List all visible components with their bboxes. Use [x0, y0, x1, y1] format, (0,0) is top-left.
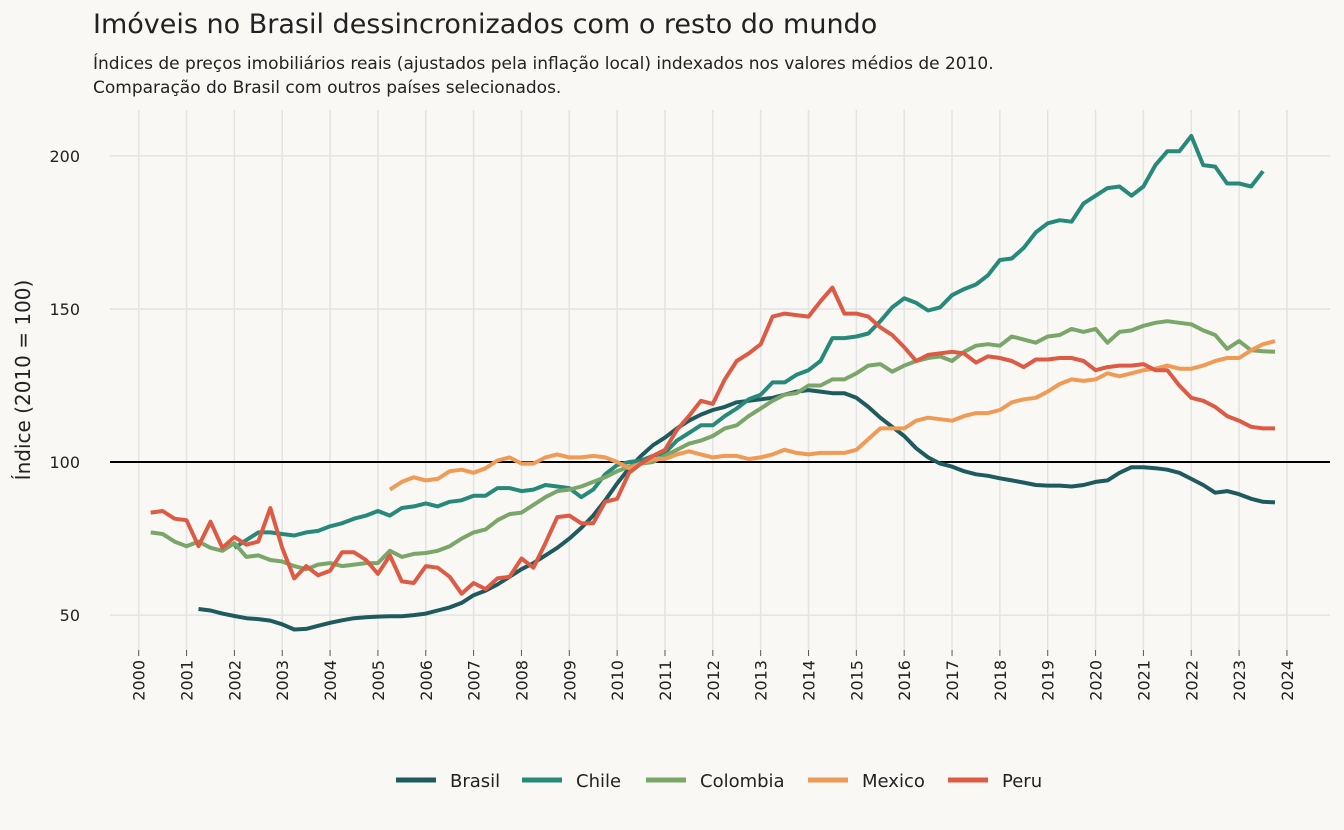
y-tick-label: 50: [60, 606, 80, 625]
x-tick-label: 2005: [369, 660, 388, 701]
legend-label: Chile: [576, 771, 621, 792]
series-line: [233, 134, 1265, 550]
y-tick-label: 100: [49, 453, 80, 472]
series-line: [388, 339, 1276, 492]
y-tick-label: 150: [49, 300, 80, 319]
y-tick-label: 200: [49, 147, 80, 166]
series-line: [150, 319, 1276, 572]
x-tick-label: 2011: [656, 660, 675, 701]
legend-label: Peru: [1002, 771, 1042, 792]
series-line: [198, 388, 1276, 632]
subtitle: Índices de preços imobiliários reais (aj…: [93, 52, 994, 74]
legend-label: Colombia: [700, 771, 785, 792]
legend-label: Mexico: [862, 771, 925, 792]
x-tick-label: 2014: [800, 660, 819, 701]
subtitle: Comparação do Brasil com outros países s…: [93, 78, 561, 98]
x-tick-label: 2000: [130, 660, 149, 701]
x-tick-label: 2001: [178, 660, 197, 701]
x-tick-label: 2009: [560, 660, 579, 701]
x-tick-label: 2015: [847, 660, 866, 701]
x-tick-label: 2018: [991, 660, 1010, 701]
x-tick-label: 2022: [1182, 660, 1201, 701]
legend-label: Brasil: [450, 771, 500, 792]
x-tick-label: 2020: [1087, 660, 1106, 701]
x-tick-label: 2016: [895, 660, 914, 701]
y-axis-title: Índice (2010 = 100): [11, 280, 35, 481]
x-tick-label: 2003: [273, 660, 292, 701]
x-tick-label: 2012: [704, 660, 723, 701]
x-tick-label: 2017: [943, 660, 962, 701]
x-tick-label: 2006: [417, 660, 436, 701]
x-tick-label: 2023: [1230, 660, 1249, 701]
x-tick-label: 2008: [512, 660, 531, 701]
x-tick-label: 2021: [1134, 660, 1153, 701]
x-tick-label: 2010: [608, 660, 627, 701]
x-tick-label: 2013: [752, 660, 771, 701]
x-tick-label: 2019: [1039, 660, 1058, 701]
chart-title: Imóveis no Brasil dessincronizados com o…: [93, 9, 877, 40]
x-tick-label: 2007: [465, 660, 484, 701]
series-line: [150, 285, 1275, 596]
x-tick-label: 2024: [1278, 660, 1297, 701]
x-tick-label: 2002: [225, 660, 244, 701]
x-tick-label: 2004: [321, 660, 340, 701]
